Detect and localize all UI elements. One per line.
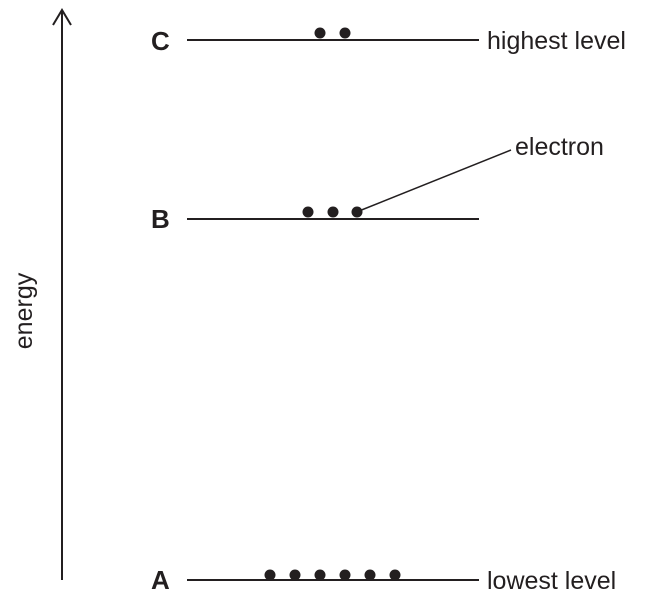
electron: [327, 206, 339, 218]
level-a: A lowest level: [151, 565, 616, 595]
level-c: C highest level: [151, 26, 626, 56]
electron: [264, 569, 276, 581]
level-a-letter: A: [151, 565, 170, 595]
electron: [289, 569, 301, 581]
level-b: B: [151, 204, 479, 234]
electron: [364, 569, 376, 581]
electron: [339, 27, 351, 39]
electron: [339, 569, 351, 581]
electron: [314, 27, 326, 39]
electron: [314, 569, 326, 581]
level-c-letter: C: [151, 26, 170, 56]
level-a-description: lowest level: [487, 567, 616, 595]
level-a-electrons: [264, 569, 401, 581]
electron: [351, 206, 363, 218]
electron: [302, 206, 314, 218]
energy-axis-arrowhead: [52, 8, 72, 26]
electron-callout: electron: [358, 133, 604, 212]
level-b-letter: B: [151, 204, 170, 234]
electron: [389, 569, 401, 581]
energy-axis-label: energy: [10, 272, 38, 349]
level-c-description: highest level: [487, 27, 626, 55]
electron-callout-leader: [358, 149, 512, 212]
energy-axis: energy: [10, 8, 72, 580]
level-b-electrons: [302, 206, 363, 218]
electron-callout-label: electron: [515, 133, 604, 161]
level-c-electrons: [314, 27, 351, 39]
